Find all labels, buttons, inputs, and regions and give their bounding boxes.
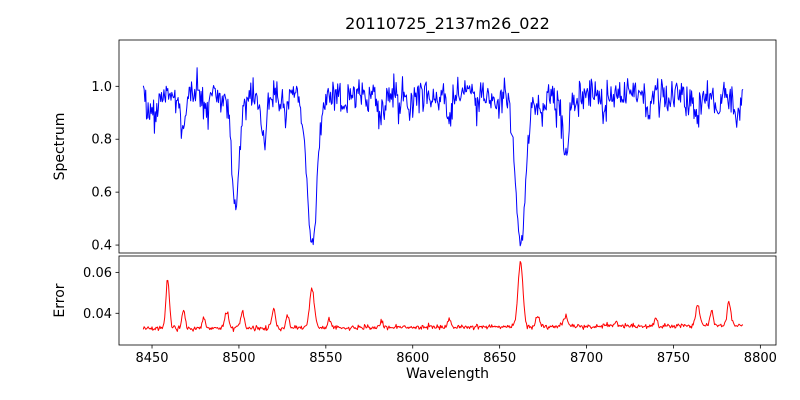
x-tick-label: 8800 [744, 351, 777, 366]
y-tick-label: 0.6 [91, 186, 112, 201]
x-tick-label: 8500 [222, 351, 255, 366]
plot-area: 0.4 0.6 0.8 1.0 0.04 0.06 8450 8500 8550 8600 8650… [83, 39, 777, 366]
error-line [142, 260, 744, 333]
chart-title: 20110725_2137m26_022 [345, 14, 550, 34]
x-tick-label: 8600 [396, 351, 429, 366]
x-tick-label: 8700 [570, 351, 603, 366]
spectrum-line [142, 67, 744, 247]
x-tick-label: 8650 [483, 351, 516, 366]
spectrum-y-axis-label: Spectrum [52, 113, 68, 181]
spectrum-panel [118, 39, 777, 254]
error-panel [118, 255, 777, 346]
y-tick-label: 0.06 [83, 266, 112, 281]
x-axis-label: Wavelength [406, 366, 489, 382]
y-tick-label: 0.4 [91, 239, 112, 254]
x-tick-label: 8750 [657, 351, 690, 366]
y-tick-label: 1.0 [91, 80, 112, 95]
x-tick-label: 8450 [135, 351, 168, 366]
x-tick-label: 8550 [309, 351, 342, 366]
error-y-axis-label: Error [52, 283, 68, 317]
y-tick-label: 0.04 [83, 307, 112, 322]
y-tick-label: 0.8 [91, 133, 112, 148]
